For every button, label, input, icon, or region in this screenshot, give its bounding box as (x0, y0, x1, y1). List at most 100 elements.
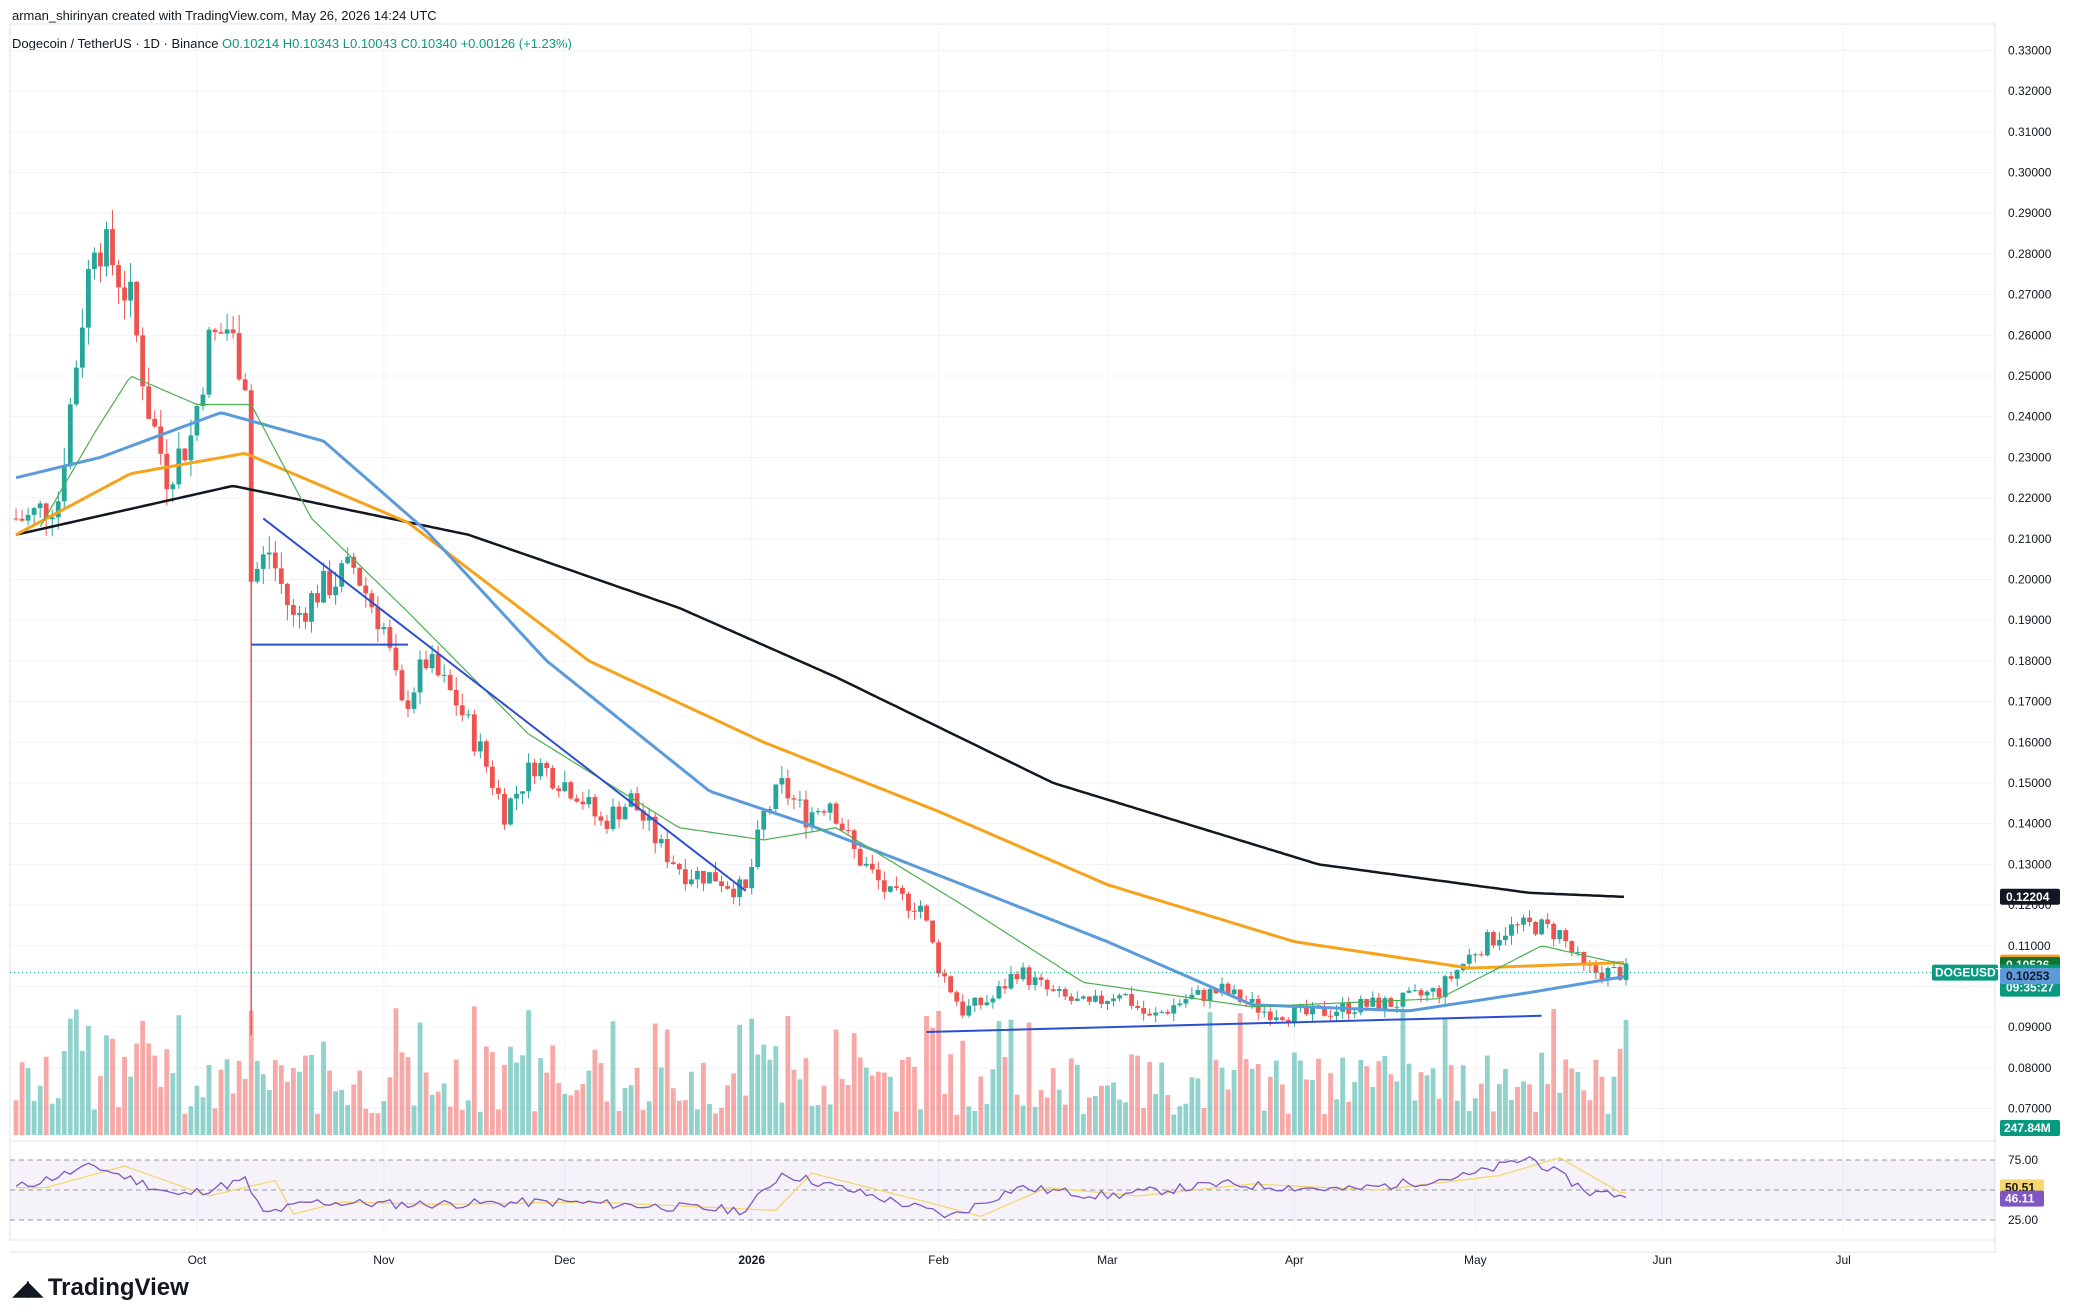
candle (906, 891, 911, 919)
candle (526, 753, 531, 799)
candle (839, 817, 845, 831)
candle (1418, 988, 1424, 1003)
candle (242, 373, 248, 391)
candle-body (526, 762, 531, 792)
candle-body (13, 518, 19, 520)
candle-body (224, 329, 230, 334)
candle-body (996, 986, 1002, 999)
candle-body (182, 448, 188, 461)
candle-body (622, 806, 628, 820)
volume-bar (538, 1058, 544, 1135)
candle-body (1056, 989, 1062, 991)
volume-bar (1569, 1068, 1575, 1135)
candle (471, 709, 477, 756)
candle-body (405, 700, 411, 709)
candle-body (755, 829, 761, 867)
candle-body (411, 692, 417, 709)
candle-body (260, 554, 266, 569)
price-tag-box (2000, 888, 2060, 905)
candle-body (1044, 979, 1050, 990)
volume-bar (1539, 1052, 1545, 1135)
tradingview-brand[interactable]: ◢◣ TradingView (12, 1274, 189, 1302)
volume-bar (1285, 1113, 1291, 1135)
price-tick-label: 0.19000 (2008, 613, 2052, 627)
candle-body (1177, 1003, 1183, 1006)
volume-bar (863, 1067, 869, 1135)
candle-body (315, 593, 320, 603)
candle-body (1093, 995, 1098, 1002)
volume-bar (670, 1088, 676, 1135)
candle-body (393, 647, 399, 671)
candle-body (1575, 951, 1581, 953)
volume-bar (1466, 1110, 1472, 1135)
volume-bar (616, 1110, 622, 1135)
volume-bar (453, 1059, 459, 1135)
candle-body (92, 252, 97, 270)
price-tick-label: 0.33000 (2008, 43, 2052, 57)
volume-bar (242, 1078, 248, 1135)
volume-bar (1267, 1076, 1273, 1135)
volume-bar (1026, 1022, 1032, 1135)
volume-bar (1364, 1066, 1370, 1135)
price-tick-label: 0.15000 (2008, 776, 2052, 790)
volume-bar (200, 1097, 206, 1135)
volume-bar (1213, 1059, 1219, 1135)
volume-bar (1008, 1019, 1014, 1135)
symbol-legend[interactable]: Dogecoin / TetherUS · 1D · Binance O0.10… (12, 36, 572, 51)
volume-bar (682, 1100, 688, 1135)
candle-body (1527, 917, 1532, 923)
candle-body (1605, 967, 1611, 981)
candle-body (676, 864, 682, 870)
candle (1291, 1006, 1297, 1027)
candle (1424, 989, 1430, 1002)
volume-tag-box (2000, 1120, 2060, 1136)
volume-bar (520, 1055, 525, 1135)
volume-bar (1394, 1081, 1400, 1135)
candle (1466, 948, 1472, 969)
candle-body (1135, 1005, 1141, 1009)
volume-bar (104, 1035, 109, 1135)
candle-body (1141, 1008, 1147, 1014)
candle (37, 500, 43, 519)
volume-bar (592, 1049, 598, 1135)
volume-bar (230, 1093, 236, 1135)
volume-bar (1611, 1076, 1617, 1135)
candle (417, 650, 423, 704)
candle-body (821, 811, 827, 813)
candle-body (1159, 1011, 1165, 1013)
candle (1412, 984, 1418, 992)
candle (652, 812, 658, 854)
candle-body (1370, 997, 1376, 1007)
volume-bar (272, 1060, 278, 1135)
volume-bar (266, 1090, 272, 1135)
candle (1490, 930, 1496, 949)
volume-bar (797, 1079, 803, 1135)
symbol-name[interactable]: Dogecoin / TetherUS · 1D · Binance (12, 36, 219, 51)
volume-bar (755, 1054, 761, 1135)
candle (894, 876, 899, 891)
volume-bar (393, 1008, 399, 1135)
candle-body (773, 784, 779, 809)
candle-body (1418, 990, 1424, 996)
candle-body (1080, 996, 1086, 999)
candle-body (1454, 970, 1460, 979)
candle (664, 830, 670, 869)
volume-bar (628, 1085, 634, 1135)
volume-bar (1448, 1065, 1454, 1135)
candle-body (1382, 998, 1388, 1011)
candle (592, 794, 598, 826)
candle (514, 785, 519, 811)
volume-bar (1050, 1068, 1056, 1135)
volume-bar (803, 1058, 809, 1135)
candle-body (297, 612, 302, 615)
candle (146, 367, 152, 420)
candle-body (1111, 998, 1116, 1001)
volume-bar (1623, 1020, 1629, 1135)
candle-body (1153, 1012, 1159, 1016)
volume-bar (345, 1105, 351, 1135)
volume-bar (1231, 1069, 1237, 1135)
candle (779, 766, 785, 794)
candle (1587, 959, 1593, 973)
candle-body (1484, 932, 1490, 956)
